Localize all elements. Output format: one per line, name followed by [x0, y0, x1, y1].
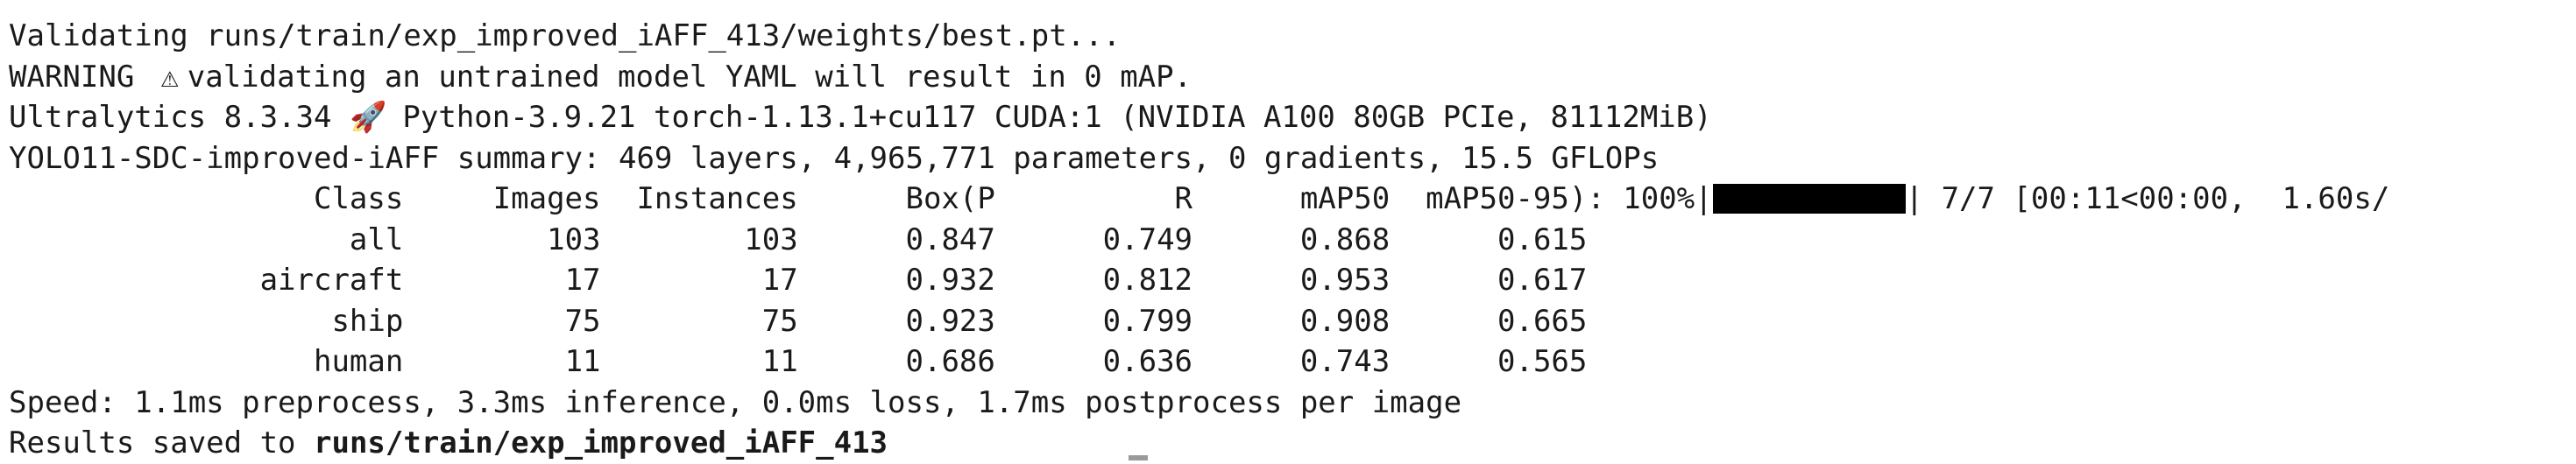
table-cell-r: 0.799 — [994, 303, 1193, 339]
env-text: Python-3.9.21 torch-1.13.1+cu117 CUDA:1 … — [384, 100, 1712, 135]
table-cell-images: 103 — [403, 221, 601, 257]
progress-bar — [1712, 183, 1906, 214]
table-cell-images: 17 — [403, 263, 601, 298]
results-saved-line: Results saved to runs/train/exp_improved… — [9, 423, 2576, 464]
table-cell-class: all — [9, 221, 404, 257]
table-cell-map50: 0.868 — [1192, 221, 1391, 257]
table-cell-map50: 0.743 — [1192, 344, 1391, 379]
table-row: all 103 103 0.847 0.749 0.868 0.615 — [9, 220, 2576, 261]
table-header-line: Class Images Instances Box(P R mAP50 mAP… — [9, 179, 2576, 220]
table-cell-p: 0.923 — [797, 303, 995, 339]
table-cell-instances: 11 — [600, 344, 798, 379]
table-cell-p: 0.847 — [797, 221, 995, 257]
table-cell-class: aircraft — [9, 263, 404, 298]
table-cell-images: 11 — [403, 344, 601, 379]
table-cell-map50: 0.908 — [1192, 303, 1391, 339]
table-cell-map50-95: 0.565 — [1390, 344, 1588, 379]
env-prefix: Ultralytics 8.3.34 — [9, 100, 350, 135]
model-summary-line: YOLO11-SDC-improved-iAFF summary: 469 la… — [9, 140, 1660, 176]
table-cell-p: 0.686 — [797, 344, 995, 379]
warning-text: validating an untrained model YAML will … — [187, 59, 1192, 95]
warning-prefix: WARNING — [9, 59, 152, 95]
table-cell-images: 75 — [403, 303, 601, 339]
environment-line: Ultralytics 8.3.34 🚀 Python-3.9.21 torch… — [9, 97, 2576, 138]
table-cell-map50-95: 0.665 — [1390, 303, 1588, 339]
table-cell-r: 0.812 — [994, 263, 1193, 298]
terminal-cursor — [1129, 455, 1148, 460]
table-cell-class: ship — [9, 303, 404, 339]
table-cell-instances: 75 — [600, 303, 798, 339]
table-cell-map50-95: 0.615 — [1390, 221, 1588, 257]
table-cell-r: 0.636 — [994, 344, 1193, 379]
warning-line: WARNING ⚠ validating an untrained model Y… — [9, 57, 2576, 98]
results-table: all 103 103 0.847 0.749 0.868 0.615 airc… — [9, 220, 2576, 383]
table-cell-class: human — [9, 344, 404, 379]
results-path: runs/train/exp_improved_iAFF_413 — [314, 425, 888, 460]
speed-line: Speed: 1.1ms preprocess, 3.3ms inference… — [9, 384, 1462, 420]
table-cell-instances: 17 — [600, 263, 798, 298]
table-cell-p: 0.932 — [797, 263, 995, 298]
table-row: aircraft 17 17 0.932 0.812 0.953 0.617 — [9, 260, 2576, 301]
table-cell-instances: 103 — [600, 221, 798, 257]
results-prefix: Results saved to — [9, 425, 314, 460]
progress-tail: | 7/7 [00:11<00:00, 1.60s/ — [1905, 181, 2390, 216]
table-cell-map50: 0.953 — [1192, 263, 1391, 298]
validating-line: Validating runs/train/exp_improved_iAFF_… — [9, 18, 1122, 53]
table-row: human 11 11 0.686 0.636 0.743 0.565 — [9, 341, 2576, 383]
table-row: ship 75 75 0.923 0.799 0.908 0.665 — [9, 301, 2576, 342]
table-cell-r: 0.749 — [994, 221, 1193, 257]
rocket-icon: 🚀 — [349, 100, 387, 135]
table-header-columns: Class Images Instances Box(P R mAP50 mAP… — [9, 181, 1713, 216]
table-cell-map50-95: 0.617 — [1390, 263, 1588, 298]
warning-icon: ⚠ — [160, 59, 179, 95]
